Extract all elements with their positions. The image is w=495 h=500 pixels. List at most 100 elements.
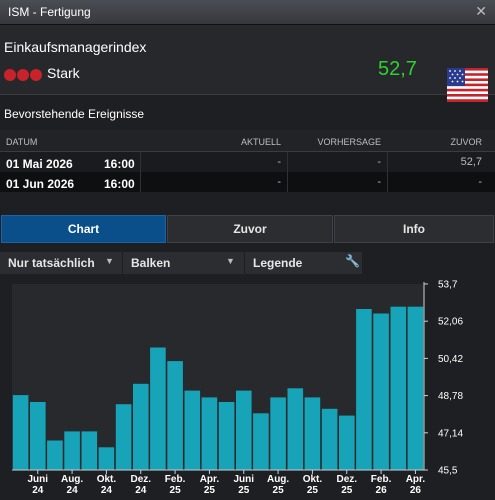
chevron-down-icon: ▼: [226, 256, 235, 266]
bar-chart: 53,752,0650,4248,7847,1445,5Juni24Aug.24…: [12, 280, 463, 496]
x-tick-label: 25: [341, 485, 353, 496]
x-tick-label: 26: [376, 485, 388, 496]
chart-bar: [64, 431, 80, 470]
column-divider: [387, 152, 388, 172]
tab-previous[interactable]: Zuvor: [167, 215, 333, 243]
legend-button[interactable]: Legende 🔧: [245, 252, 363, 274]
chart-bar: [201, 397, 218, 470]
chart-bar: [98, 447, 115, 470]
indicator-value: 52,7: [378, 58, 417, 80]
window-title: ISM - Fertigung: [8, 5, 91, 19]
event-actual: -: [277, 176, 281, 188]
x-tick-label: 25: [204, 485, 216, 496]
event-forecast: -: [377, 156, 381, 168]
strength-indicator: [4, 66, 43, 84]
event-time: 16:00: [104, 157, 135, 171]
table-row[interactable]: 01 Mai 2026 16:00 - - 52,7: [0, 152, 495, 172]
chart-bar: [373, 313, 389, 470]
chart-bar: [321, 408, 338, 470]
chart-bar: [167, 361, 183, 470]
event-actual: -: [277, 156, 281, 168]
table-row[interactable]: 01 Jun 2026 16:00 - - -: [0, 172, 495, 192]
chart-toolbar: Nur tatsächlich ▼ Balken ▼ Legende 🔧: [0, 252, 495, 274]
plot-area: [12, 284, 424, 470]
chart-bar: [47, 440, 63, 470]
column-previous: ZUVOR: [450, 137, 483, 147]
chart-bar: [218, 402, 235, 470]
x-tick-label: 24: [32, 485, 44, 496]
x-tick-label: Feb.: [165, 474, 186, 485]
y-tick-label: 48,78: [438, 391, 463, 402]
y-tick-label: 45,5: [438, 466, 458, 477]
event-date: 01 Mai 2026: [6, 157, 73, 171]
x-tick-label: Juni: [233, 474, 254, 485]
close-icon[interactable]: ✕: [475, 3, 487, 19]
chart-type-dropdown[interactable]: Balken ▼: [123, 252, 245, 274]
chart-bar: [12, 395, 29, 470]
chart-bar: [270, 397, 286, 470]
tab-chart[interactable]: Chart: [1, 215, 166, 243]
x-tick-label: Aug.: [61, 474, 83, 485]
chart-bar: [287, 388, 304, 470]
x-tick-label: Juni: [27, 474, 48, 485]
column-forecast: VORHERSAGE: [317, 137, 381, 147]
strength-dot: [30, 68, 42, 81]
legend-label: Legende: [253, 256, 303, 270]
table-header: DATUM AKTUELL VORHERSAGE ZUVOR: [0, 130, 495, 152]
view-tabs: Chart Zuvor Info: [0, 215, 495, 244]
chart-bar: [253, 413, 269, 470]
filter-label: Nur tatsächlich: [8, 256, 95, 270]
y-tick-label: 50,42: [438, 354, 463, 365]
chart-bar: [304, 397, 321, 470]
column-actual: AKTUELL: [240, 137, 281, 147]
chart-bar: [407, 306, 424, 470]
strength-dot: [17, 68, 29, 81]
x-tick-label: Okt.: [303, 474, 323, 485]
chart-bar: [115, 404, 132, 470]
chevron-down-icon: ▼: [105, 256, 114, 266]
filter-dropdown[interactable]: Nur tatsächlich ▼: [0, 252, 123, 274]
column-divider: [140, 152, 141, 172]
x-tick-label: Dez.: [130, 474, 151, 485]
event-forecast: -: [377, 176, 381, 188]
column-date: DATUM: [6, 137, 38, 147]
x-tick-label: 24: [67, 485, 79, 496]
chart-bar: [236, 390, 252, 470]
chart-bar: [356, 309, 372, 470]
chart-bar: [390, 306, 407, 470]
events-section-title: Bevorstehende Ereignisse: [4, 107, 145, 121]
tab-info[interactable]: Info: [334, 215, 494, 243]
x-tick-label: 26: [410, 485, 422, 496]
x-tick-label: 25: [273, 485, 285, 496]
column-divider: [287, 152, 288, 172]
x-tick-label: 25: [170, 485, 182, 496]
x-tick-label: 24: [135, 485, 147, 496]
chart-bar: [30, 402, 46, 470]
window-titlebar: ISM - Fertigung ✕: [0, 0, 495, 25]
chart-type-label: Balken: [131, 256, 171, 270]
us-flag-icon: [447, 68, 488, 102]
y-tick-label: 52,06: [438, 317, 463, 328]
indicator-header: Einkaufsmanagerindex Stark 52,7: [0, 25, 495, 102]
indicator-name: Einkaufsmanagerindex: [4, 39, 147, 55]
column-divider: [387, 172, 388, 192]
x-tick-label: 25: [238, 485, 250, 496]
event-previous: 52,7: [460, 156, 482, 168]
chart-bar: [339, 415, 355, 470]
x-tick-label: Apr.: [406, 474, 426, 485]
event-time: 16:00: [104, 177, 135, 191]
x-tick-label: 25: [307, 485, 319, 496]
x-tick-label: 24: [101, 485, 113, 496]
strength-label: Stark: [47, 65, 80, 81]
chart-bar: [133, 383, 149, 470]
x-tick-label: Apr.: [200, 474, 220, 485]
chart-bar: [150, 347, 166, 470]
events-table: DATUM AKTUELL VORHERSAGE ZUVOR 01 Mai 20…: [0, 130, 495, 192]
x-tick-label: Feb.: [371, 474, 392, 485]
event-previous: -: [478, 176, 482, 188]
x-tick-label: Okt.: [97, 474, 117, 485]
chart-bar: [184, 390, 201, 470]
x-tick-label: Aug.: [267, 474, 289, 485]
wrench-icon[interactable]: 🔧: [345, 254, 360, 268]
column-divider: [140, 172, 141, 192]
